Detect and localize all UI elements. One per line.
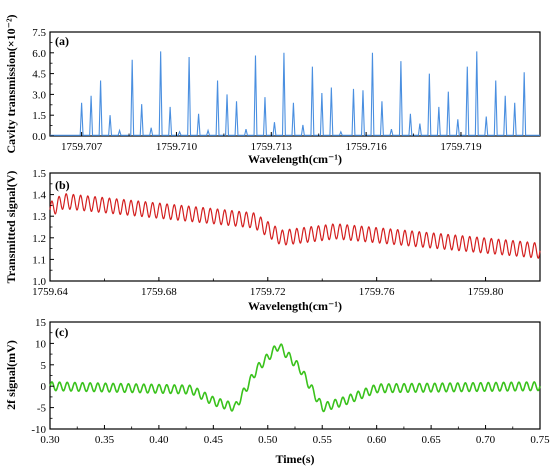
y-tick-label: 6.0 — [32, 48, 46, 60]
panel-c-label: (c) — [55, 325, 68, 339]
second-harmonic-signal-line — [49, 343, 541, 413]
panel-c-marks — [49, 343, 541, 413]
panel-a-y-axis-label: Cavity transmission(×10⁻²) — [4, 14, 18, 153]
x-tick-label: 0.65 — [421, 434, 441, 446]
transmitted-signal-line — [49, 193, 541, 259]
x-tick-label: 0.75 — [530, 434, 550, 446]
x-tick-label: 0.40 — [149, 434, 169, 446]
x-tick-label: 0.70 — [476, 434, 496, 446]
panel-a-y-ticks: 0.0 1.5 3.0 4.5 6.0 7.5 — [32, 27, 54, 143]
panel-b-y-ticks: 1.0 1.1 1.2 1.3 1.4 1.5 — [32, 168, 54, 288]
y-tick-label: 15 — [35, 317, 47, 329]
panel-c-y-axis-label: 2f signal(mV) — [4, 340, 18, 410]
x-tick-label: 1759.707 — [61, 141, 103, 153]
x-tick-label: 1759.713 — [251, 141, 293, 153]
x-tick-label: 1759.76 — [359, 286, 395, 298]
panel-b-x-axis-label: Wavelength(cm⁻¹) — [248, 299, 342, 313]
panel-a-marks — [50, 51, 540, 136]
x-tick-label: 0.60 — [367, 434, 387, 446]
y-tick-label: 3.0 — [32, 89, 46, 101]
panel-c-x-ticks: 0.30 0.35 0.40 0.45 0.50 0.55 0.60 0.65 0.70 0.75 — [40, 425, 550, 446]
panel-b-x-ticks: 1759.64 1759.68 1759.72 1759.76 1759.80 — [32, 277, 504, 298]
panel-b-frame — [49, 172, 541, 282]
panel-c: (c) -10 -5 0 5 10 15 0.30 0.35 0.40 0.45 0.50 0.55… — [4, 317, 550, 466]
y-tick-label: 1.5 — [32, 168, 46, 180]
y-tick-label: -5 — [37, 403, 47, 415]
panel-b: (b) 1.01.11.21.31.41.5 1759.64 1759.68 175… — [4, 168, 541, 313]
panel-c-frame — [49, 321, 541, 430]
y-tick-label: 4.5 — [32, 69, 46, 81]
panel-a-x-axis-label: Wavelength(cm⁻¹) — [248, 152, 342, 166]
x-tick-label: 0.30 — [40, 434, 60, 446]
x-tick-label: 1759.719 — [440, 141, 482, 153]
y-tick-label: -10 — [31, 424, 46, 436]
y-tick-label: 0.0 — [32, 131, 46, 143]
x-tick-label: 0.55 — [313, 434, 333, 446]
y-tick-label: 1.3 — [32, 211, 46, 223]
y-tick-label: 10 — [35, 338, 47, 350]
panel-a-label: (a) — [55, 34, 69, 48]
x-tick-label: 1759.68 — [141, 286, 177, 298]
y-tick-label: 0 — [41, 381, 47, 393]
x-tick-label: 0.50 — [258, 434, 278, 446]
panel-a: (a) 0.01.53.04.56.07.5 1759.707 1759.710 1… — [4, 14, 541, 166]
x-tick-label: 1759.716 — [346, 141, 388, 153]
panel-a-x-ticks: 1759.707 1759.710 1759.713 1759.716 1759.719 — [61, 132, 482, 153]
y-tick-label: 1.2 — [32, 233, 46, 245]
x-tick-label: 0.45 — [204, 434, 224, 446]
panel-c-y-ticks: -10 -5 0 5 10 15 — [31, 317, 54, 436]
y-tick-label: 1.5 — [32, 110, 46, 122]
transmission-peak-line — [50, 51, 540, 136]
x-tick-label: 0.35 — [95, 434, 115, 446]
y-tick-label: 1.1 — [32, 254, 46, 266]
x-tick-label: 1759.710 — [156, 141, 198, 153]
x-tick-label: 1759.72 — [250, 286, 286, 298]
x-tick-label: 1759.64 — [32, 286, 68, 298]
y-tick-label: 5 — [41, 360, 47, 372]
panel-b-y-axis-label: Transmitted signal(V) — [4, 171, 18, 284]
y-tick-label: 1.4 — [32, 190, 46, 202]
y-tick-label: 1.0 — [32, 276, 46, 288]
y-tick-label: 7.5 — [32, 27, 46, 39]
panel-b-marks — [49, 193, 541, 259]
panel-b-label: (b) — [55, 178, 70, 192]
panel-c-x-axis-label: Time(s) — [275, 452, 314, 466]
x-tick-label: 1759.80 — [468, 286, 504, 298]
